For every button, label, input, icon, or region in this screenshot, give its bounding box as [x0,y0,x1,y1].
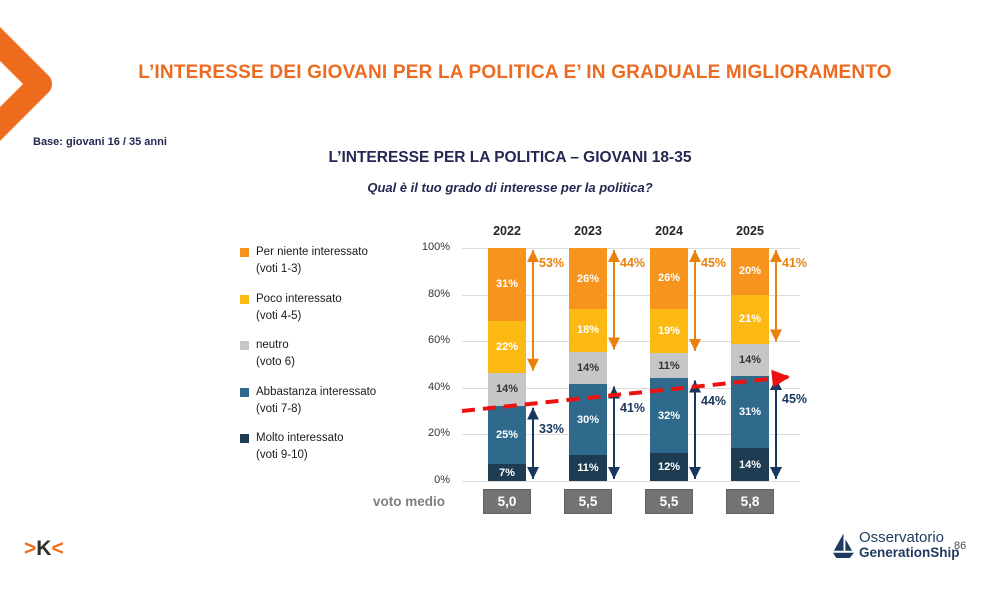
kantar-logo-letter: K [36,537,52,560]
stacked-bar-2024: 26% 19% 11% 32% 12% [650,248,688,481]
bar-segment: 21% [731,294,769,344]
gridline [462,481,800,482]
base-note: Base: giovani 16 / 35 anni [33,136,167,148]
bar-segment: 32% [650,378,688,454]
legend-sublabel: (voto 6) [256,356,295,369]
stacked-bar-2022: 31% 22% 14% 25% 7% [488,248,526,481]
gridline [462,341,800,343]
legend-label: Poco interessato [256,292,342,305]
bar-segment: 26% [650,248,688,309]
bar-segment: 30% [569,384,607,456]
bar-segment: 26% [569,248,607,310]
positive-total-label: 41% [620,400,646,415]
kantar-logo-right-chevron: < [51,537,64,560]
bar-segment: 12% [650,453,688,481]
negative-total-label: 45% [701,256,727,270]
positive-total-label: 33% [539,421,565,436]
y-axis-tick-label: 20% [427,427,450,440]
y-axis-tick-label: 40% [427,380,450,393]
gridline [462,294,800,296]
category-label: 2022 [493,224,521,238]
stacked-bar-2025: 20% 21% 14% 31% 14% [731,248,769,481]
bar-segment: 20% [731,248,769,295]
negative-total-label: 44% [620,256,646,270]
legend-swatch-gray-icon [240,341,249,350]
legend-item: Molto interessato (voti 9-10) [240,430,376,465]
sailboat-icon [832,533,855,558]
bar-segment: 14% [488,372,526,406]
bar-segment: 31% [488,248,526,321]
category-label: 2025 [736,224,764,238]
legend-label: neutro [256,339,289,351]
stacked-bar-2023: 26% 18% 14% 30% 11% [569,248,607,481]
legend-item: Per niente interessato (voti 1-3) [240,244,376,279]
slide-title: L’INTERESSE DEI GIOVANI PER LA POLITICA … [138,62,892,83]
voto-medio-value: 5,5 [645,489,693,514]
negative-total-label: 53% [539,256,565,270]
legend-item: Poco interessato (voti 4-5) [240,291,376,326]
legend-swatch-orange-icon [240,248,249,257]
legend-sublabel: (voti 4-5) [256,309,302,322]
bar-segment: 7% [488,464,526,481]
chart-title: L’INTERESSE PER LA POLITICA – GIOVANI 18… [328,149,692,166]
voto-medio-row: 5,0 5,5 5,5 5,8 [462,489,800,515]
bar-segment: 11% [650,352,688,379]
bar-segment: 18% [569,309,607,352]
voto-medio-value: 5,0 [483,489,531,514]
positive-total-label: 45% [782,392,808,407]
legend-label: Per niente interessato [256,246,368,258]
chart-legend: Per niente interessato (voti 1-3) Poco i… [240,244,376,465]
legend-label: Abbastanza interessato [256,385,377,398]
y-axis-tick-label: 60% [427,334,450,347]
kantar-logo-left-chevron: > [24,537,37,560]
bar-segment: 19% [650,308,688,353]
legend-item: neutro (voto 6) [240,337,376,372]
bar-segment: 14% [569,351,607,385]
gridline [462,434,800,436]
generationship-logo: Osservatorio GenerationShip [832,530,960,560]
y-axis-tick-label: 100% [421,241,450,253]
voto-medio-label: voto medio [372,494,445,509]
chart-subtitle: Qual è il tuo grado di interesse per la … [367,180,653,195]
legend-sublabel: (voti 7-8) [256,402,302,415]
legend-item: Abbastanza interessato (voti 7-8) [240,384,376,419]
legend-label: Molto interessato [256,432,344,444]
gridline [462,248,800,249]
legend-swatch-navy-icon [240,434,249,443]
y-axis-tick-label: 0% [434,474,450,486]
bar-segment: 14% [731,343,769,377]
bar-segment: 22% [488,320,526,373]
positive-total-label: 44% [701,394,727,409]
chevron-decoration-icon [0,27,52,141]
observatory-logo-line1: Osservatorio [859,529,945,546]
chart-plot-area: 100% 80% 60% 40% 20% 0% 31% 22% 14% 25% 7% 2022 53% 3… [422,224,807,486]
bar-segment: 31% [731,376,769,449]
y-axis-tick-label: 80% [427,287,450,300]
legend-sublabel: (voti 9-10) [256,449,308,462]
legend-swatch-steelblue-icon [240,387,249,397]
page-number: 86 [954,540,967,552]
legend-sublabel: (voti 1-3) [256,263,302,276]
voto-medio-value: 5,5 [564,489,612,514]
negative-total-label: 41% [782,256,808,270]
bar-segment: 11% [569,455,607,481]
legend-swatch-yellow-icon [240,294,249,304]
observatory-logo-line2: GenerationShip [859,544,960,560]
category-label: 2024 [655,224,683,238]
category-label: 2023 [574,224,602,238]
bar-segment: 25% [488,405,526,465]
voto-medio-value: 5,8 [726,489,774,514]
bar-segment: 14% [731,448,769,481]
kantar-logo: >K< [24,537,64,561]
